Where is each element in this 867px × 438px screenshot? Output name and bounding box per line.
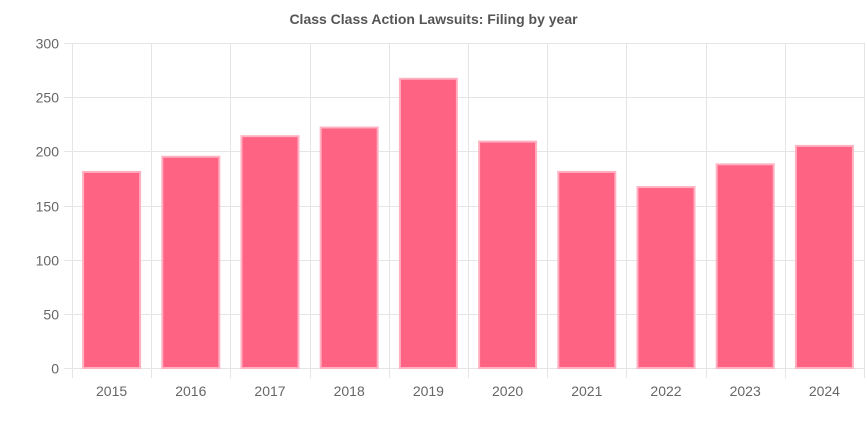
bar-2019[interactable] — [398, 77, 458, 369]
bar-2021[interactable] — [557, 170, 617, 369]
x-tick-label: 2016 — [175, 383, 206, 399]
bar-2024[interactable] — [794, 144, 854, 369]
x-tick-label: 2021 — [571, 383, 602, 399]
bar-2018[interactable] — [319, 126, 379, 369]
bar-2020[interactable] — [478, 140, 538, 369]
y-tick-label: 200 — [36, 144, 60, 160]
x-tick-label: 2015 — [96, 383, 127, 399]
y-axis-tick-labels: 0 50 100 150 200 250 300 — [36, 36, 60, 377]
x-tick-label: 2023 — [730, 383, 761, 399]
bar-2022[interactable] — [636, 186, 696, 369]
y-tick-label: 150 — [36, 199, 60, 215]
x-tick-label: 2017 — [254, 383, 285, 399]
grid-lines — [64, 43, 865, 378]
bar-2017[interactable] — [240, 135, 300, 369]
bar-2016[interactable] — [161, 155, 221, 369]
y-tick-label: 0 — [51, 361, 59, 377]
bars — [82, 77, 854, 369]
x-tick-label: 2024 — [809, 383, 840, 399]
bar-2015[interactable] — [82, 170, 142, 369]
y-tick-label: 300 — [36, 36, 60, 52]
y-tick-label: 100 — [36, 253, 60, 269]
bar-2023[interactable] — [715, 163, 775, 369]
x-tick-label: 2018 — [334, 383, 365, 399]
y-tick-label: 250 — [36, 90, 60, 106]
x-tick-label: 2022 — [650, 383, 681, 399]
x-tick-label: 2020 — [492, 383, 523, 399]
x-axis-tick-labels: 2015 2016 2017 2018 2019 2020 2021 2022 2023 2024 — [96, 383, 840, 399]
y-tick-label: 50 — [43, 307, 59, 323]
x-tick-label: 2019 — [413, 383, 444, 399]
chart-title: Class Class Action Lawsuits: Filing by y… — [289, 11, 578, 27]
